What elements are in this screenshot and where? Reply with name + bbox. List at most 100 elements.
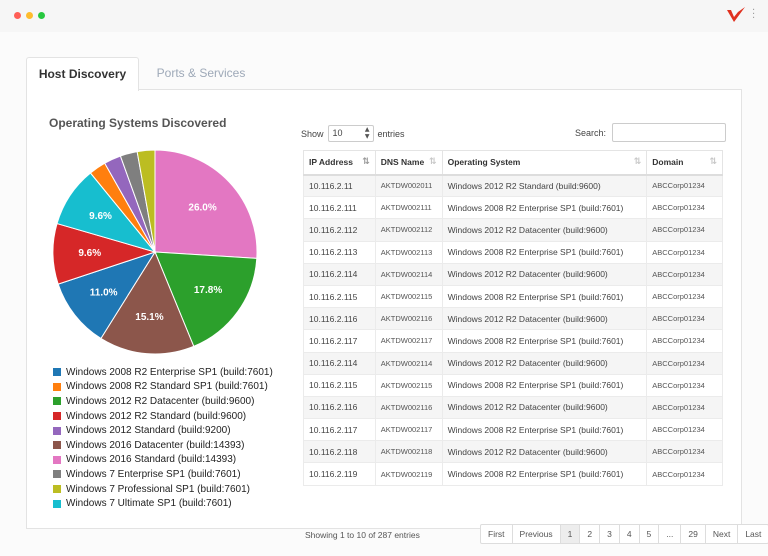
table-row[interactable]: 10.116.2.11 AKTDW002011 Windows 2012 R2 St…	[303, 173, 723, 198]
table-row[interactable]: 10.116.2.118 AKTDW002118 Windows 2012 R2 D…	[303, 440, 723, 464]
legend-label: Windows 2016 Datacenter (build:14393)	[66, 439, 245, 451]
cell-os: Windows 2008 R2 Enterprise SP1 (build:76…	[441, 196, 648, 220]
cell-os: Windows 2012 R2 Datacenter (build:9600)	[441, 218, 648, 242]
table-row[interactable]: 10.116.2.114 AKTDW002114 Windows 2012 R2 D…	[303, 262, 723, 286]
cell-domain: ABCCorp01234	[646, 351, 723, 375]
legend-label: Windows 2008 R2 Standard SP1 (build:7601…	[66, 381, 268, 393]
pie-slice-label: 11.0%	[90, 287, 118, 298]
search-input[interactable]	[612, 123, 727, 142]
pie-slice-label: 9.6%	[78, 248, 101, 259]
column-header-ip[interactable]: IP Address ⇅	[303, 150, 376, 176]
cell-os: Windows 2008 R2 Enterprise SP1 (build:76…	[441, 329, 648, 353]
column-header-dns[interactable]: DNS Name ⇅	[374, 150, 443, 176]
page-button[interactable]: First	[481, 525, 513, 543]
cell-ip: 10.116.2.116	[303, 395, 376, 420]
cell-domain: ABCCorp01234	[646, 262, 723, 286]
cell-os: Windows 2012 R2 Standard (build:9600)	[441, 173, 648, 198]
column-header-os[interactable]: Operating System ⇅	[441, 150, 648, 176]
close-window-icon[interactable]	[14, 12, 21, 19]
pie-slice[interactable]	[154, 251, 258, 348]
legend-swatch	[53, 368, 61, 377]
sort-arrows-icon: ⇅	[362, 157, 370, 167]
cell-domain: ABCCorp01234	[646, 240, 723, 264]
table-row[interactable]: 10.116.2.119 AKTDW002119 Windows 2008 R2 E…	[303, 462, 723, 486]
cell-domain: ABCCorp01234	[646, 173, 723, 198]
caret-updown-icon: ▲ ▼	[364, 126, 370, 140]
legend-swatch	[53, 382, 61, 391]
maximize-window-icon[interactable]	[38, 12, 45, 19]
column-header-domain[interactable]: Domain ⇅	[646, 150, 723, 176]
legend-item: Windows 2008 R2 Enterprise SP1 (build:76…	[53, 365, 273, 380]
page-size-control: Show 10 ▲ ▼ entries	[301, 125, 405, 142]
legend-item: Windows 7 Professional SP1 (build:7601)	[53, 482, 273, 497]
table-row[interactable]: 10.116.2.114 AKTDW002114 Windows 2012 R2 D…	[303, 351, 723, 375]
search-label: Search:	[575, 127, 607, 138]
cell-ip: 10.116.2.114	[303, 351, 376, 375]
legend-swatch	[53, 499, 61, 508]
cell-os: Windows 2008 R2 Enterprise SP1 (build:76…	[441, 462, 648, 486]
window-titlebar: · · ·	[0, 0, 768, 32]
pie-slice[interactable]	[154, 149, 258, 259]
kebab-menu-icon[interactable]: · · ·	[752, 5, 756, 24]
tab-ports-services[interactable]: Ports & Services	[156, 66, 246, 80]
cell-domain: ABCCorp01234	[646, 196, 723, 220]
pie-slice[interactable]	[100, 250, 195, 355]
entries-label: entries	[377, 128, 405, 139]
page-button[interactable]: 1	[560, 525, 581, 543]
legend-item: Windows 2012 R2 Standard (build:9600)	[53, 409, 273, 424]
page-button[interactable]: 5	[640, 525, 660, 543]
table-row[interactable]: 10.116.2.113 AKTDW002113 Windows 2008 R2 E…	[303, 240, 723, 264]
page-button[interactable]: 29	[681, 525, 706, 543]
table-row[interactable]: 10.116.2.116 AKTDW002116 Windows 2012 R2 D…	[303, 307, 723, 331]
cell-dns: AKTDW002117	[374, 329, 443, 353]
cell-dns: AKTDW002116	[374, 307, 443, 331]
table-row[interactable]: 10.116.2.117 AKTDW002117 Windows 2008 R2 E…	[303, 418, 723, 442]
cell-dns: AKTDW002112	[374, 218, 443, 242]
legend-label: Windows 7 Ultimate SP1 (build:7601)	[66, 498, 232, 510]
column-label: IP Address	[309, 157, 353, 168]
pie-slice-label: 26.0%	[188, 202, 216, 213]
table-row[interactable]: 10.116.2.112 AKTDW002112 Windows 2012 R2 D…	[303, 218, 723, 242]
pie-slice[interactable]	[57, 251, 157, 340]
cell-domain: ABCCorp01234	[646, 284, 723, 309]
cell-os: Windows 2008 R2 Enterprise SP1 (build:76…	[441, 373, 648, 397]
page-size-value: 10	[332, 128, 343, 138]
pagination: First Previous 1 2 3 4 5... 29 Next Last	[480, 524, 768, 544]
cell-dns: AKTDW002116	[374, 395, 443, 420]
table-row[interactable]: 10.116.2.117 AKTDW002117 Windows 2008 R2 E…	[303, 329, 723, 353]
cell-ip: 10.116.2.118	[303, 440, 376, 464]
show-label: Show	[301, 128, 324, 139]
column-label: DNS Name	[380, 157, 425, 168]
page-button[interactable]: Last	[745, 529, 762, 539]
page-button[interactable]: Previous	[513, 525, 561, 543]
legend-label: Windows 2008 R2 Enterprise SP1 (build:76…	[66, 366, 273, 378]
table-row[interactable]: 10.116.2.111 AKTDW002111 Windows 2008 R2 E…	[303, 196, 723, 220]
cell-dns: AKTDW002119	[374, 462, 443, 486]
legend-swatch	[53, 397, 61, 406]
cell-ip: 10.116.2.113	[303, 240, 376, 264]
table-row[interactable]: 10.116.2.116 AKTDW002116 Windows 2012 R2 D…	[303, 395, 723, 420]
cell-ip: 10.116.2.119	[303, 462, 376, 486]
cell-domain: ABCCorp01234	[646, 418, 723, 442]
minimize-window-icon[interactable]	[26, 12, 33, 19]
table-row[interactable]: 10.116.2.115 AKTDW002115 Windows 2008 R2 E…	[303, 373, 723, 397]
pie-slice[interactable]	[136, 149, 156, 253]
cell-ip: 10.116.2.115	[303, 373, 376, 397]
column-label: Domain	[652, 157, 684, 168]
sort-arrows-icon: ⇅	[709, 157, 717, 167]
cell-domain: ABCCorp01234	[646, 462, 723, 486]
tab-host-discovery[interactable]: Host Discovery	[26, 57, 139, 91]
chart-title: Operating Systems Discovered	[49, 116, 227, 130]
checkmark-logo-icon	[727, 7, 745, 22]
page-button[interactable]: 3	[600, 525, 620, 543]
cell-os: Windows 2012 R2 Datacenter (build:9600)	[441, 307, 648, 331]
page-button[interactable]: Next	[706, 525, 739, 543]
table-row[interactable]: 10.116.2.115 AKTDW002115 Windows 2008 R2 E…	[303, 284, 723, 309]
cell-domain: ABCCorp01234	[646, 440, 723, 464]
cell-domain: ABCCorp01234	[646, 218, 723, 242]
page-button[interactable]: 2	[580, 525, 601, 543]
page-button[interactable]: 4	[620, 525, 640, 543]
page-size-select[interactable]: 10 ▲ ▼	[327, 125, 374, 142]
cell-ip: 10.116.2.11	[303, 173, 376, 198]
sort-arrows-icon: ⇅	[429, 157, 437, 167]
